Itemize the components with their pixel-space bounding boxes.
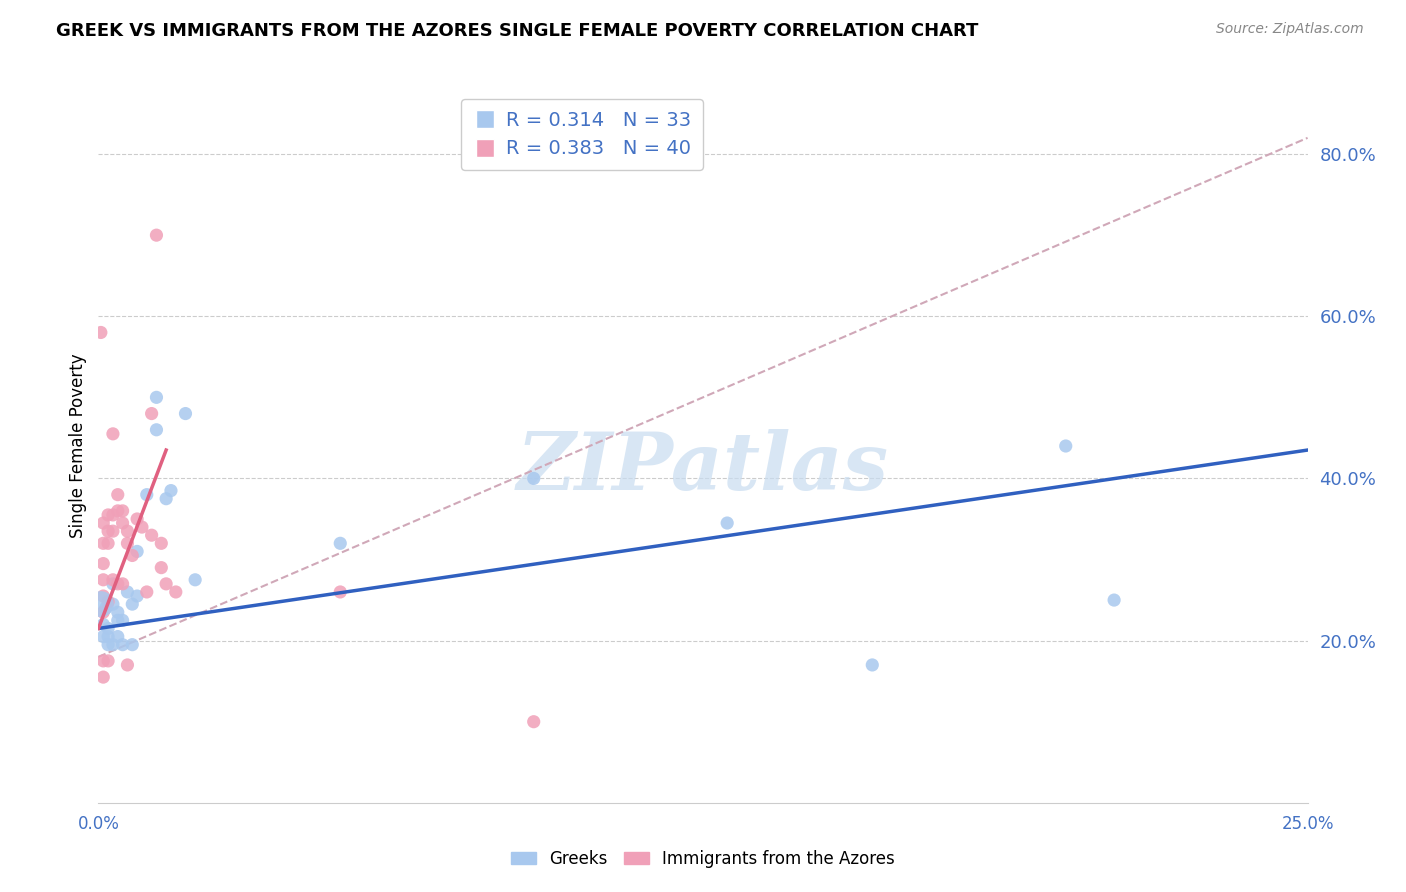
Point <box>97 508 120 522</box>
Point <box>91 516 114 530</box>
Point <box>127 544 149 558</box>
Point <box>107 605 129 619</box>
Point <box>97 638 120 652</box>
Text: Source: ZipAtlas.com: Source: ZipAtlas.com <box>1216 22 1364 37</box>
Point <box>97 654 120 668</box>
Point <box>127 589 149 603</box>
Point <box>716 516 738 530</box>
Point <box>121 597 143 611</box>
Point <box>101 638 124 652</box>
Point <box>107 630 129 644</box>
Point <box>97 524 120 538</box>
Point <box>111 504 134 518</box>
Point <box>101 426 124 441</box>
Point <box>184 573 207 587</box>
Point <box>121 549 143 563</box>
Point <box>91 589 114 603</box>
Text: GREEK VS IMMIGRANTS FROM THE AZORES SINGLE FEMALE POVERTY CORRELATION CHART: GREEK VS IMMIGRANTS FROM THE AZORES SING… <box>56 22 979 40</box>
Point <box>90 326 112 340</box>
Text: ZIPatlas: ZIPatlas <box>517 429 889 506</box>
Point <box>90 597 112 611</box>
Point <box>91 573 114 587</box>
Point <box>97 630 120 644</box>
Point <box>135 488 157 502</box>
Point <box>107 613 129 627</box>
Point <box>121 638 143 652</box>
Point <box>91 630 114 644</box>
Point <box>160 483 183 498</box>
Point <box>101 573 124 587</box>
Point <box>1102 593 1125 607</box>
Point <box>127 512 149 526</box>
Point <box>94 601 117 615</box>
Point <box>91 605 114 619</box>
Point <box>91 557 114 571</box>
Point <box>150 536 173 550</box>
Point <box>1054 439 1077 453</box>
Y-axis label: Single Female Poverty: Single Female Poverty <box>69 354 87 538</box>
Point <box>117 585 139 599</box>
Point <box>111 516 134 530</box>
Point <box>174 407 197 421</box>
Point <box>91 654 114 668</box>
Point <box>141 528 163 542</box>
Point <box>91 617 114 632</box>
Point <box>131 520 153 534</box>
Point <box>155 491 177 506</box>
Point <box>329 536 352 550</box>
Point <box>117 657 139 672</box>
Point <box>97 536 120 550</box>
Point <box>107 488 129 502</box>
Point <box>141 407 163 421</box>
Point <box>135 585 157 599</box>
Point <box>101 524 124 538</box>
Point <box>111 638 134 652</box>
Point <box>111 613 134 627</box>
Point <box>155 577 177 591</box>
Point <box>150 560 173 574</box>
Point <box>860 657 883 672</box>
Point <box>91 670 114 684</box>
Point <box>145 390 167 404</box>
Point <box>101 508 124 522</box>
Legend: Greeks, Immigrants from the Azores: Greeks, Immigrants from the Azores <box>505 844 901 875</box>
Point <box>101 597 124 611</box>
Point <box>523 714 546 729</box>
Point <box>117 536 139 550</box>
Point <box>145 423 167 437</box>
Legend: R = 0.314   N = 33, R = 0.383   N = 40: R = 0.314 N = 33, R = 0.383 N = 40 <box>461 99 703 170</box>
Point <box>145 228 167 243</box>
Point <box>107 577 129 591</box>
Point <box>97 595 120 609</box>
Point <box>91 536 114 550</box>
Point <box>97 622 120 636</box>
Point <box>523 471 546 485</box>
Point <box>101 577 124 591</box>
Point <box>329 585 352 599</box>
Point <box>107 504 129 518</box>
Point <box>165 585 187 599</box>
Point <box>117 524 139 538</box>
Point <box>111 577 134 591</box>
